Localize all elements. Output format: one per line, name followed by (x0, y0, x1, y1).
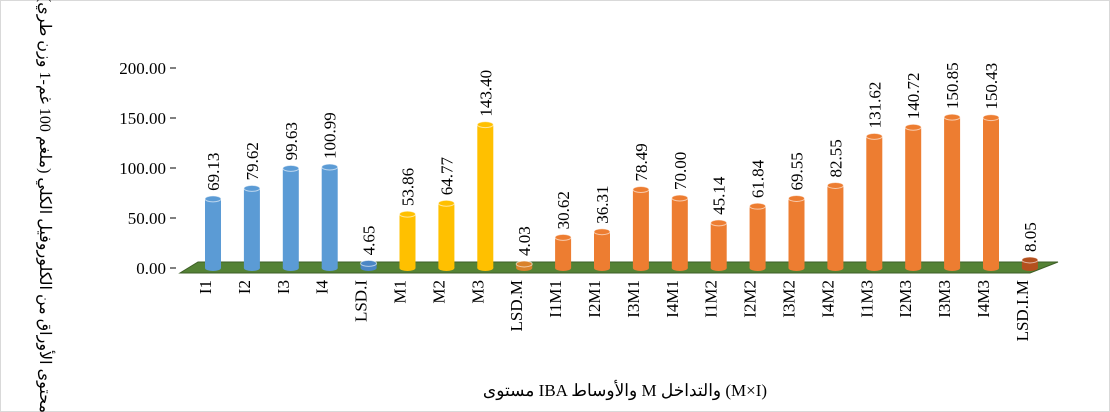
x-tick-label: I2 (235, 280, 254, 294)
value-label: 69.55 (788, 152, 807, 190)
bar (944, 117, 961, 269)
bar (905, 127, 922, 268)
x-tick-label: I2M1 (585, 280, 604, 318)
value-label: 78.49 (632, 143, 651, 181)
value-label: 30.62 (554, 191, 573, 229)
bar (983, 117, 999, 268)
value-label: 53.86 (399, 168, 418, 206)
x-tick-label: I4 (313, 280, 332, 295)
bar-top (243, 184, 261, 192)
bar-top (982, 114, 1000, 122)
bar-top (360, 259, 378, 267)
value-label: 150.85 (943, 62, 962, 109)
x-tick-label: LSD.I (352, 280, 371, 322)
bar-top (1021, 256, 1039, 264)
value-label: 61.84 (749, 159, 768, 198)
x-tick-label: I4M1 (663, 280, 682, 318)
value-label: 140.72 (904, 73, 923, 120)
bar (749, 206, 766, 268)
x-tick-label: I1M1 (546, 280, 565, 318)
bar (205, 198, 221, 268)
bar-top (749, 202, 767, 210)
value-label: 45.14 (710, 176, 729, 215)
bar (827, 185, 844, 268)
bar-top (554, 233, 572, 241)
bar-top (204, 195, 222, 203)
bar-top (788, 194, 805, 202)
bar (243, 188, 260, 268)
bar-top (515, 260, 533, 268)
x-tick-label: I3 (274, 280, 293, 294)
bar-top (865, 132, 883, 140)
x-tick-label: LSD.M (507, 280, 526, 331)
value-label: 4.65 (360, 226, 379, 256)
bar-top (437, 199, 455, 207)
value-label: 82.55 (826, 139, 845, 177)
bar (282, 168, 299, 268)
bar (321, 167, 338, 268)
bar-top (476, 121, 494, 129)
x-tick-label: I2M3 (896, 280, 915, 318)
bar-top (943, 113, 961, 121)
bar-top (710, 219, 728, 227)
bar (477, 124, 494, 268)
value-label: 100.99 (321, 112, 340, 159)
bar (438, 203, 455, 268)
bar-top (632, 186, 650, 194)
x-tick-label: I1M2 (702, 280, 721, 318)
bar (866, 136, 883, 268)
bar-top (399, 210, 416, 218)
bar-top (593, 228, 611, 236)
bar-top (282, 164, 300, 172)
x-tick-label: I1M3 (857, 280, 876, 318)
bar (632, 189, 649, 268)
x-tick-label: I1 (196, 280, 215, 294)
x-tick-label: I3M2 (780, 280, 799, 318)
value-label: 36.31 (593, 185, 612, 223)
bar (1021, 259, 1038, 268)
value-label: 143.40 (476, 70, 495, 117)
x-axis-title: مستوى IBA والأوساط M والتداخل (M×I) (483, 380, 767, 401)
bar (594, 231, 610, 268)
x-tick-label: LSD.I.M (1013, 280, 1032, 341)
value-label: 69.13 (204, 153, 223, 191)
value-label: 99.63 (282, 122, 301, 160)
x-tick-label: I3M3 (935, 280, 954, 318)
bar (671, 198, 688, 268)
bar (710, 222, 727, 268)
y-tick-label: 50.00 (128, 209, 166, 228)
value-label: 131.62 (865, 82, 884, 129)
bar (555, 237, 572, 268)
x-tick-label: I4M3 (974, 280, 993, 318)
value-label: 4.03 (515, 226, 534, 256)
y-axis-title: محتوى الأوراق من الكلوروفيل الكلي (ملغم … (36, 0, 55, 412)
x-tick-label: M3 (468, 280, 487, 304)
bar-top (671, 194, 689, 202)
x-tick-label: M1 (391, 280, 410, 304)
bar (399, 214, 416, 268)
y-tick-label: 100.00 (119, 159, 166, 178)
bar (788, 198, 805, 268)
x-tick-label: I2M2 (741, 280, 760, 318)
y-tick-label: 150.00 (119, 109, 166, 128)
bar-top (321, 163, 339, 171)
floor (178, 261, 1059, 274)
x-tick-label: I4M2 (818, 280, 837, 318)
bar-top (826, 181, 844, 189)
x-tick-label: I3M1 (624, 280, 643, 318)
value-label: 64.77 (437, 156, 456, 195)
y-tick-label: 0.00 (136, 259, 166, 278)
bar-top (904, 123, 922, 131)
x-tick-label: M2 (429, 280, 448, 304)
y-tick-label: 200.00 (119, 59, 166, 78)
value-label: 70.00 (671, 152, 690, 190)
value-label: 79.62 (243, 142, 262, 180)
value-label: 8.05 (1021, 222, 1040, 252)
value-label: 150.43 (982, 63, 1001, 110)
